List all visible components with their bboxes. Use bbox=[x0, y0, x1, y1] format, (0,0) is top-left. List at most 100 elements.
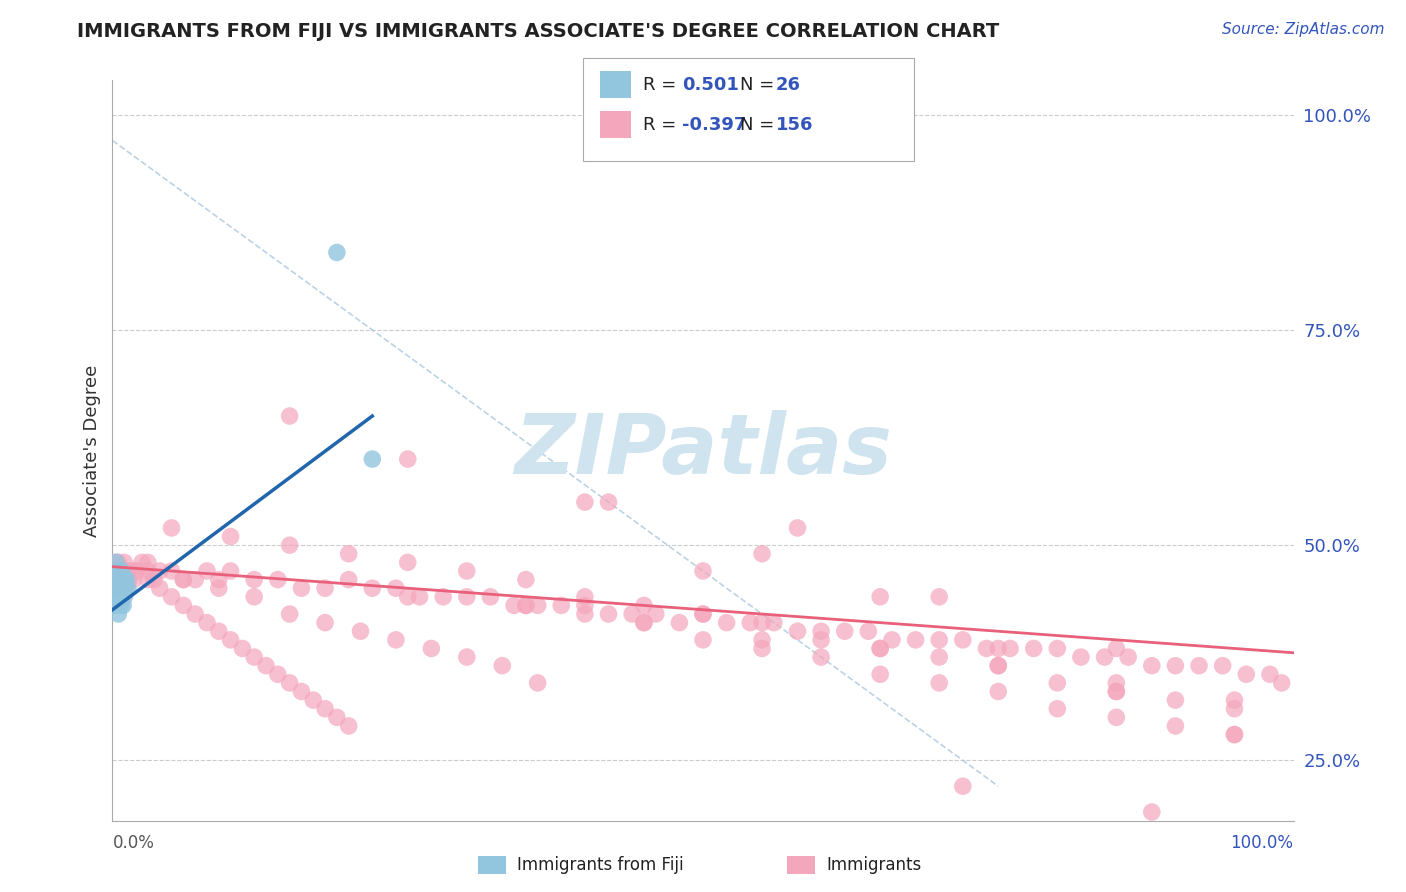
Point bbox=[515, 599, 537, 613]
Point bbox=[692, 607, 714, 621]
Point bbox=[112, 581, 135, 595]
Point bbox=[408, 590, 430, 604]
Point bbox=[1105, 684, 1128, 698]
Point bbox=[740, 615, 762, 630]
Point bbox=[762, 615, 785, 630]
Point bbox=[267, 573, 290, 587]
Point bbox=[420, 641, 443, 656]
Point bbox=[692, 607, 714, 621]
Point bbox=[515, 599, 537, 613]
Point bbox=[633, 615, 655, 630]
Point bbox=[118, 573, 141, 587]
Point bbox=[692, 632, 714, 647]
Point bbox=[574, 495, 596, 509]
Text: Immigrants: Immigrants bbox=[827, 856, 922, 874]
Point bbox=[104, 573, 127, 587]
Text: Immigrants from Fiji: Immigrants from Fiji bbox=[517, 856, 685, 874]
Point bbox=[361, 581, 384, 595]
Point bbox=[1188, 658, 1211, 673]
Point bbox=[243, 573, 266, 587]
Point bbox=[385, 581, 408, 595]
Text: -0.397: -0.397 bbox=[682, 116, 747, 134]
Point bbox=[243, 650, 266, 665]
Point bbox=[326, 245, 349, 260]
Point bbox=[1046, 702, 1069, 716]
Point bbox=[633, 599, 655, 613]
Point bbox=[526, 599, 548, 613]
Point bbox=[928, 650, 950, 665]
Point bbox=[834, 624, 856, 639]
Point bbox=[111, 590, 134, 604]
Point bbox=[987, 658, 1010, 673]
Point bbox=[108, 590, 131, 604]
Point bbox=[1164, 719, 1187, 733]
Point bbox=[1105, 710, 1128, 724]
Point bbox=[952, 779, 974, 793]
Point bbox=[1223, 727, 1246, 741]
Point bbox=[105, 555, 128, 569]
Point bbox=[904, 632, 927, 647]
Point bbox=[396, 555, 419, 569]
Point bbox=[231, 641, 253, 656]
Text: N =: N = bbox=[740, 76, 779, 94]
Text: R =: R = bbox=[643, 76, 682, 94]
Text: N =: N = bbox=[740, 116, 779, 134]
Point bbox=[432, 590, 454, 604]
Point bbox=[987, 684, 1010, 698]
Point bbox=[208, 581, 231, 595]
Point bbox=[503, 599, 526, 613]
Point bbox=[337, 719, 360, 733]
Point bbox=[998, 641, 1021, 656]
Point bbox=[107, 564, 129, 578]
Text: 100.0%: 100.0% bbox=[1230, 833, 1294, 852]
Point bbox=[105, 590, 128, 604]
Point bbox=[621, 607, 644, 621]
Point bbox=[105, 599, 128, 613]
Point bbox=[491, 658, 513, 673]
Point bbox=[136, 564, 159, 578]
Point bbox=[108, 573, 131, 587]
Point bbox=[810, 650, 832, 665]
Point bbox=[456, 564, 478, 578]
Point bbox=[208, 573, 231, 587]
Point bbox=[104, 573, 127, 587]
Point bbox=[278, 538, 301, 552]
Point bbox=[479, 590, 502, 604]
Point bbox=[1164, 693, 1187, 707]
Point bbox=[515, 573, 537, 587]
Point bbox=[278, 409, 301, 423]
Text: 26: 26 bbox=[776, 76, 801, 94]
Point bbox=[1234, 667, 1257, 681]
Point bbox=[112, 573, 135, 587]
Point bbox=[349, 624, 371, 639]
Point bbox=[219, 530, 242, 544]
Point bbox=[125, 564, 148, 578]
Point bbox=[172, 573, 194, 587]
Point bbox=[550, 599, 572, 613]
Point bbox=[112, 564, 135, 578]
Point bbox=[337, 547, 360, 561]
Point bbox=[103, 564, 125, 578]
Point bbox=[1140, 805, 1163, 819]
Point bbox=[1105, 684, 1128, 698]
Point bbox=[108, 564, 131, 578]
Point bbox=[290, 581, 312, 595]
Point bbox=[115, 573, 138, 587]
Point bbox=[136, 573, 159, 587]
Point bbox=[112, 555, 135, 569]
Point bbox=[858, 624, 880, 639]
Point bbox=[131, 555, 153, 569]
Point bbox=[987, 658, 1010, 673]
Point bbox=[574, 590, 596, 604]
Point bbox=[396, 452, 419, 467]
Point bbox=[105, 581, 128, 595]
Point bbox=[160, 564, 183, 578]
Point bbox=[111, 564, 134, 578]
Point bbox=[243, 590, 266, 604]
Point bbox=[716, 615, 738, 630]
Point bbox=[928, 590, 950, 604]
Point bbox=[1140, 658, 1163, 673]
Point bbox=[869, 667, 891, 681]
Point bbox=[751, 547, 773, 561]
Point bbox=[1105, 676, 1128, 690]
